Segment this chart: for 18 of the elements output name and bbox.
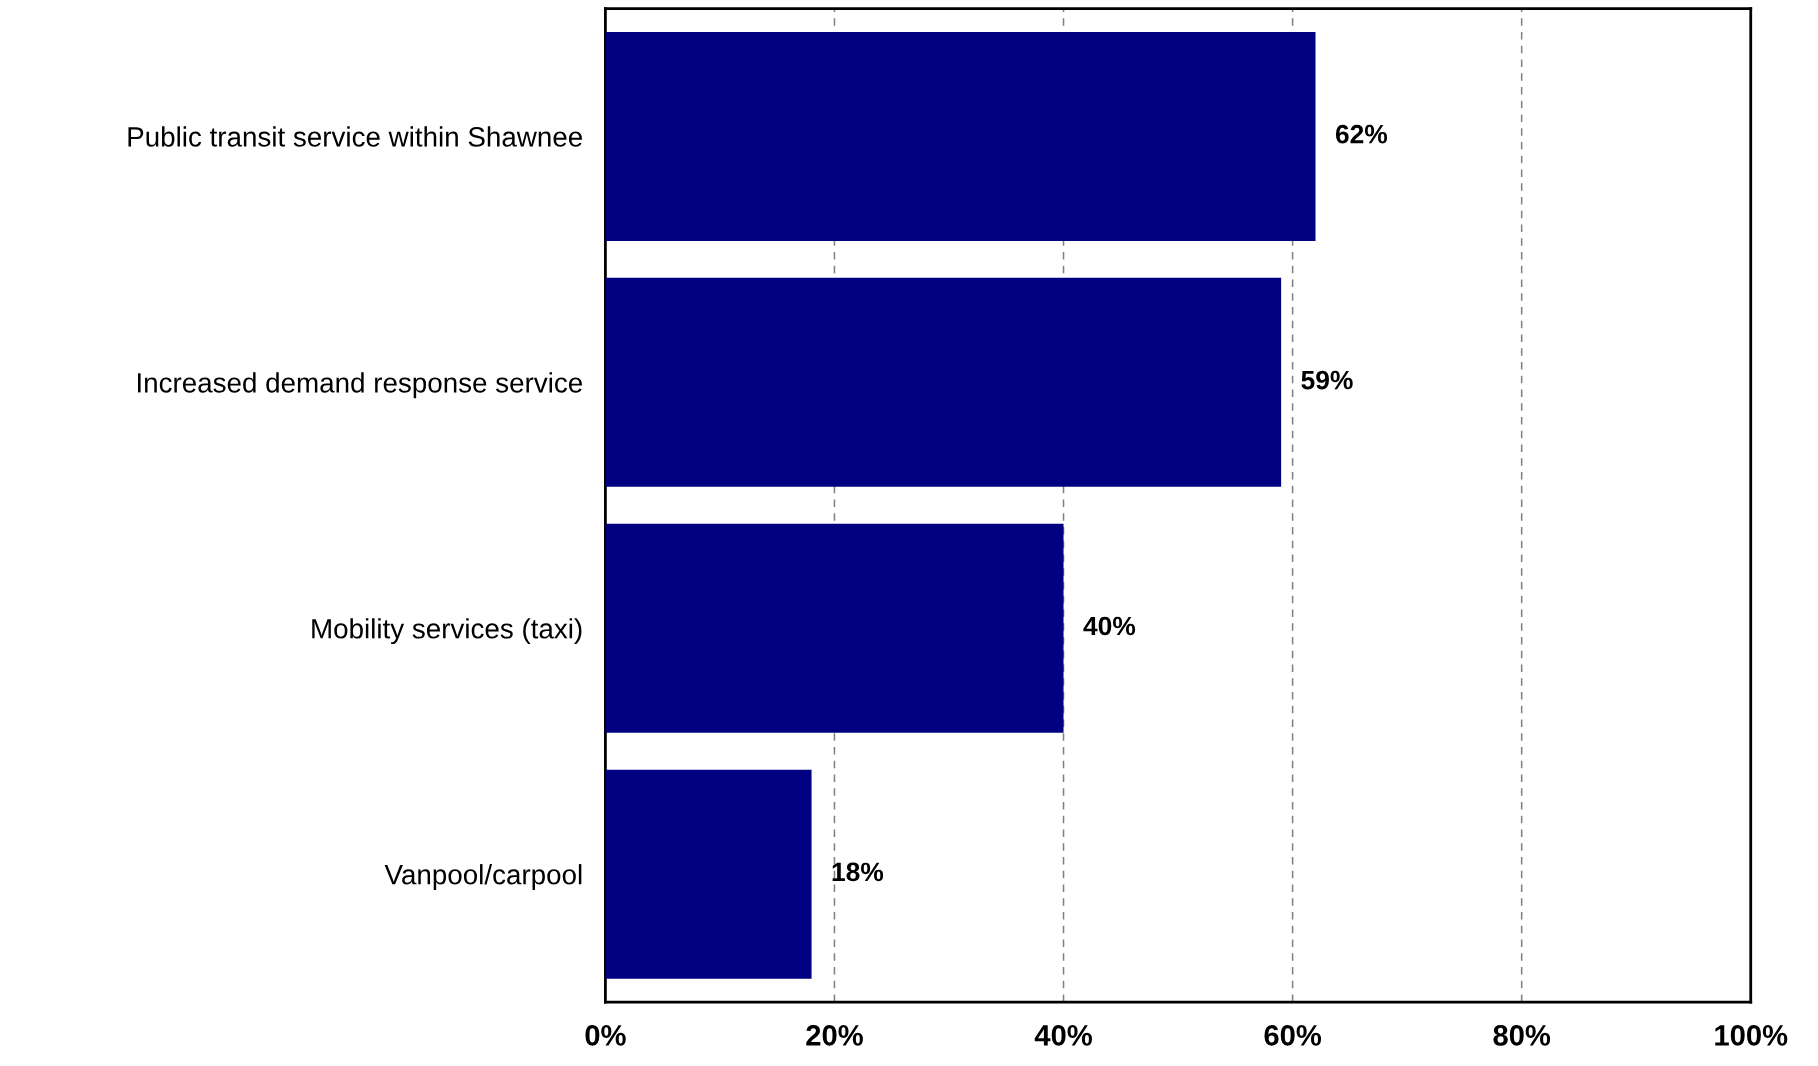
data-label: 18% bbox=[832, 862, 884, 882]
bar bbox=[605, 523, 1064, 733]
y-tick-label: Increased demand response service bbox=[137, 372, 582, 399]
bar bbox=[605, 277, 1282, 487]
data-label: 40% bbox=[1083, 616, 1136, 636]
x-tick-label: 0% bbox=[585, 1025, 626, 1046]
y-tick-label: Vanpool/carpool bbox=[384, 864, 582, 890]
bar bbox=[605, 769, 812, 979]
x-tick-label: 20% bbox=[806, 1025, 863, 1046]
data-label: 62% bbox=[1335, 124, 1388, 144]
x-tick-label: 80% bbox=[1493, 1025, 1551, 1046]
data-label: 59% bbox=[1301, 370, 1353, 390]
x-tick-label: 40% bbox=[1034, 1025, 1092, 1046]
x-tick-label: 60% bbox=[1264, 1025, 1322, 1046]
bar bbox=[605, 31, 1316, 241]
x-tick-label: 100% bbox=[1715, 1025, 1788, 1046]
y-tick-label: Mobility services (taxi) bbox=[312, 618, 582, 645]
y-tick-label: Public transit service within Shawnee bbox=[128, 126, 582, 147]
